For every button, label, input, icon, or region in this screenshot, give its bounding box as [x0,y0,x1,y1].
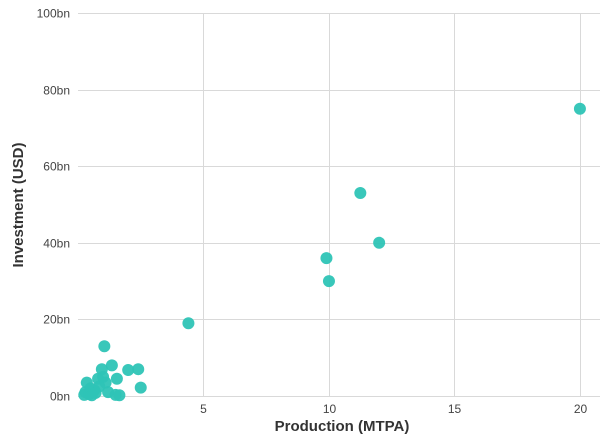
y-axis-title: Investment (USD) [10,142,27,267]
data-point [122,363,135,376]
y-tick-label: 100bn [37,7,70,21]
data-point [354,187,367,200]
data-point [322,275,335,288]
data-point [373,236,386,249]
tick-labels: 0bn 20bn 40bn 60bn 80bn 100bn 5 10 15 20 [37,7,588,417]
data-point [113,389,126,402]
x-tick-label: 20 [574,402,588,416]
data-point [98,340,111,353]
data-point [320,252,333,265]
y-tick-label: 80bn [43,84,70,98]
data-point [132,363,145,376]
data-point [110,372,123,385]
x-tick-label: 15 [448,402,462,416]
data-point [134,381,147,394]
x-tick-label: 10 [323,402,337,416]
y-tick-label: 40bn [43,237,70,251]
data-point [105,359,118,372]
x-tick-label: 5 [200,402,207,416]
data-point [573,102,586,115]
x-axis-title: Production (MTPA) [275,418,410,435]
data-points [78,102,586,402]
y-tick-label: 20bn [43,313,70,327]
grid [78,13,600,397]
y-tick-label: 0bn [50,390,70,404]
data-point [182,317,195,330]
y-tick-label: 60bn [43,160,70,174]
data-point [99,376,112,389]
